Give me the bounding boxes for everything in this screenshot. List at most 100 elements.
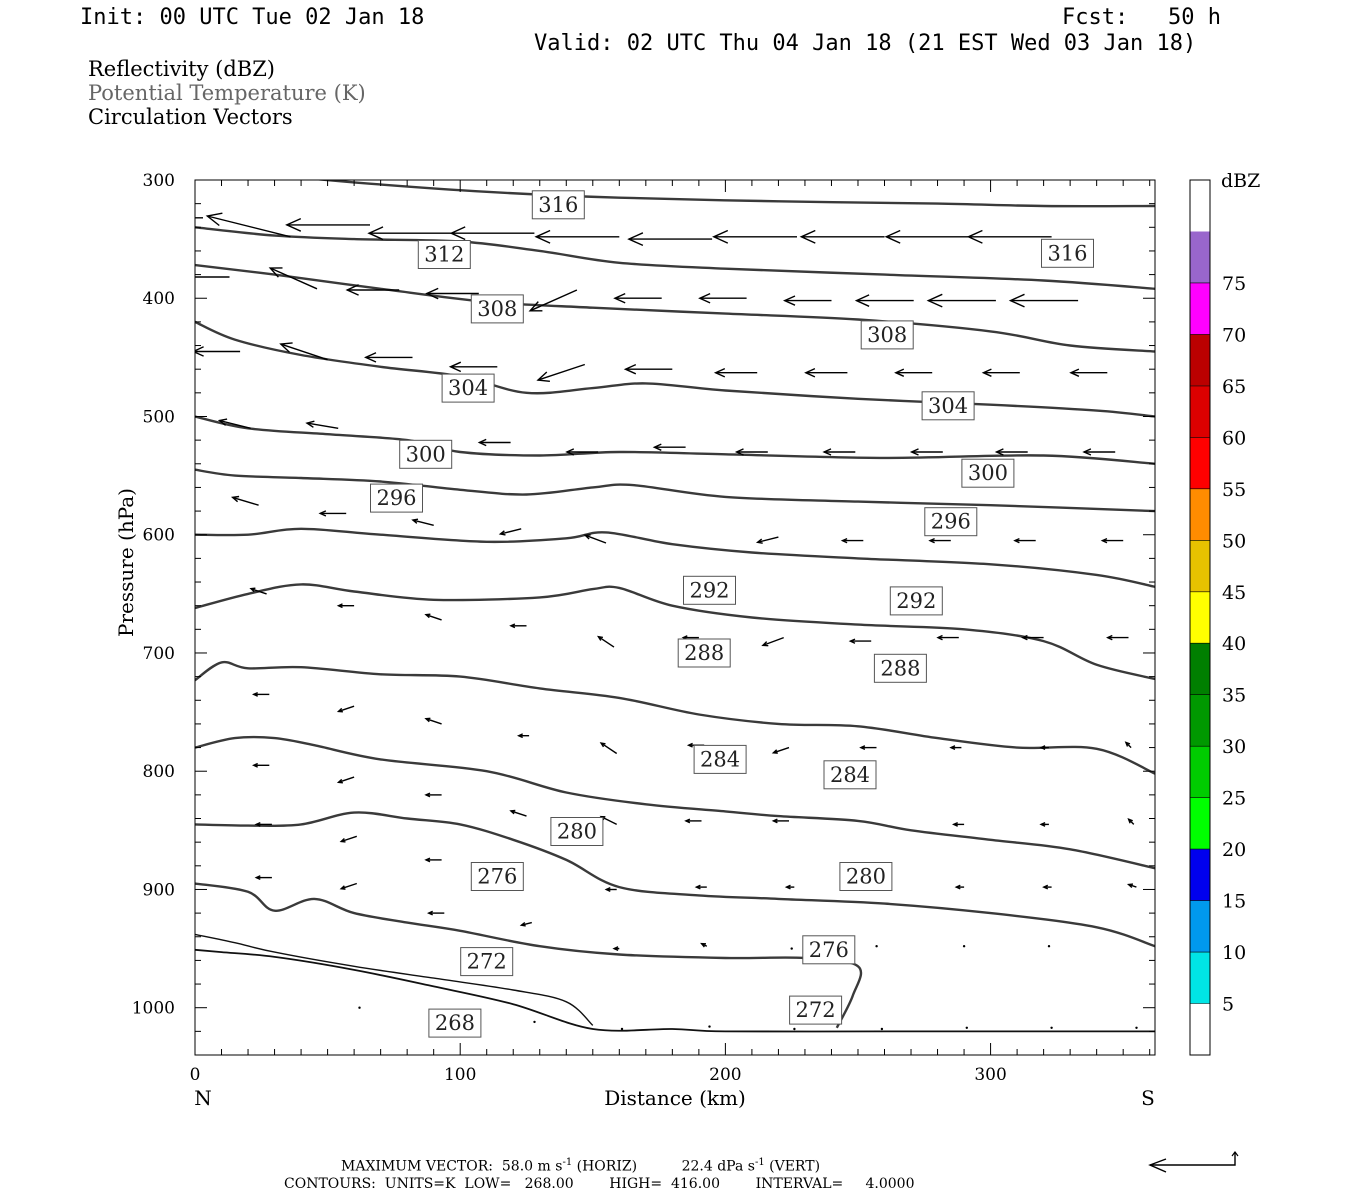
contour-292 xyxy=(195,527,1155,588)
vector-head xyxy=(713,367,726,378)
contour-label-box xyxy=(693,744,747,774)
contour-label-box xyxy=(1041,238,1094,268)
colorbar-segment-14 xyxy=(1190,282,1210,335)
contour-label-312: 312 xyxy=(417,240,471,269)
vector-dot xyxy=(793,1027,796,1031)
vector-head xyxy=(336,778,343,784)
vector-head xyxy=(528,301,543,312)
vector-shaft xyxy=(762,636,784,647)
vector-4 xyxy=(449,226,535,241)
y-tick-label-500: 500 xyxy=(143,407,175,427)
contour-label-box xyxy=(370,483,423,513)
vector-head xyxy=(596,635,604,641)
vector-head xyxy=(195,346,204,357)
field-theta: Potential Temperature (K) xyxy=(88,81,366,105)
x-tick-label-200: 200 xyxy=(709,1065,741,1085)
valid-time: Valid: 02 UTC Thu 04 Jan 18 (21 EST Wed … xyxy=(534,31,1197,56)
contour-label-box xyxy=(889,586,943,616)
vector-88 xyxy=(254,875,272,881)
vector-shaft xyxy=(600,742,618,755)
vector-head xyxy=(534,229,551,244)
contour-label-text: 292 xyxy=(689,578,729,602)
colorbar-label-30: 30 xyxy=(1222,736,1246,758)
contour-label-276: 276 xyxy=(470,862,524,891)
vector-head xyxy=(859,745,866,751)
horiz-exponent: -1 xyxy=(562,1157,573,1168)
y-tick-label-700: 700 xyxy=(143,644,175,664)
vector-66 xyxy=(424,717,442,725)
vector-head xyxy=(698,292,711,304)
colorbar-segment-11 xyxy=(1190,437,1210,489)
vector-18 xyxy=(782,295,832,306)
contour-label-box xyxy=(399,439,453,469)
vector-head xyxy=(424,613,431,619)
vector-head xyxy=(822,448,832,456)
vector-24 xyxy=(363,352,413,363)
contour-label-text: 304 xyxy=(928,394,968,418)
vector-46 xyxy=(498,528,522,536)
colorbar-label-60: 60 xyxy=(1222,427,1246,449)
colorbar-segment-7 xyxy=(1190,643,1210,695)
vector-head xyxy=(279,342,293,353)
contour-label-text: 268 xyxy=(435,1011,475,1035)
vector-head xyxy=(854,294,870,307)
vector-head xyxy=(251,762,258,768)
vector-shaft xyxy=(510,810,527,817)
vector-dot xyxy=(620,1027,624,1031)
vector-head xyxy=(1100,537,1108,544)
vector-33 xyxy=(217,418,251,429)
vector-9 xyxy=(884,229,970,244)
vector-head xyxy=(694,884,701,890)
vector-head xyxy=(498,530,506,536)
vector-dot xyxy=(790,947,793,950)
vector-shaft xyxy=(598,636,615,648)
vector-56 xyxy=(509,623,527,629)
vector-87 xyxy=(424,857,442,863)
contour-label-box xyxy=(873,653,927,683)
contour-label-text: 312 xyxy=(424,243,464,267)
colorbar-segment-13 xyxy=(1190,334,1210,386)
vector-head xyxy=(345,284,359,296)
contour-label-box xyxy=(417,240,471,269)
vector-head xyxy=(848,638,856,644)
vector-32 xyxy=(1069,368,1108,377)
vector-dot xyxy=(1047,945,1051,948)
vector-100 xyxy=(700,942,708,948)
vector-shaft xyxy=(537,363,586,381)
contour-label-text: 272 xyxy=(467,950,507,974)
vector-82 xyxy=(951,821,965,827)
vector-head xyxy=(966,229,983,244)
vector-25 xyxy=(448,361,498,373)
contour-296 xyxy=(195,468,1155,513)
colorbar-label-15: 15 xyxy=(1222,891,1246,913)
vector-40 xyxy=(909,448,943,456)
x-tick-label-0: 0 xyxy=(190,1065,201,1085)
max-vector-vert: 22.4 dPa s xyxy=(681,1158,755,1175)
vector-head xyxy=(1039,745,1046,751)
colorbar-segment-6 xyxy=(1190,694,1210,747)
vector-108 xyxy=(708,1025,711,1028)
contour-label-text: 280 xyxy=(557,820,597,844)
colorbar-border xyxy=(1189,179,1211,1056)
vector-38 xyxy=(734,448,768,456)
vector-91 xyxy=(519,921,532,927)
vector-head xyxy=(951,821,958,827)
ref-vector-shaft xyxy=(1150,1152,1236,1166)
contour-label-text: 288 xyxy=(684,641,724,665)
vector-dot xyxy=(880,1027,884,1031)
vector-head xyxy=(477,438,487,447)
colorbar-segment-15 xyxy=(1190,231,1210,283)
contour-label-308: 308 xyxy=(860,320,914,350)
colorbar-label-10: 10 xyxy=(1222,942,1246,964)
vector-head xyxy=(926,293,943,308)
contour-label-316: 316 xyxy=(531,190,585,220)
vector-head xyxy=(285,217,302,232)
y-tick-label-1000: 1000 xyxy=(132,999,175,1019)
vector-head xyxy=(205,212,223,227)
contour-label-box xyxy=(802,935,856,965)
y-axis-title: Pressure (hPa) xyxy=(114,488,138,637)
vector-dot xyxy=(962,945,966,948)
colorbar-segment-8 xyxy=(1190,591,1210,644)
vector-26 xyxy=(536,363,586,382)
vector-89 xyxy=(339,882,358,890)
